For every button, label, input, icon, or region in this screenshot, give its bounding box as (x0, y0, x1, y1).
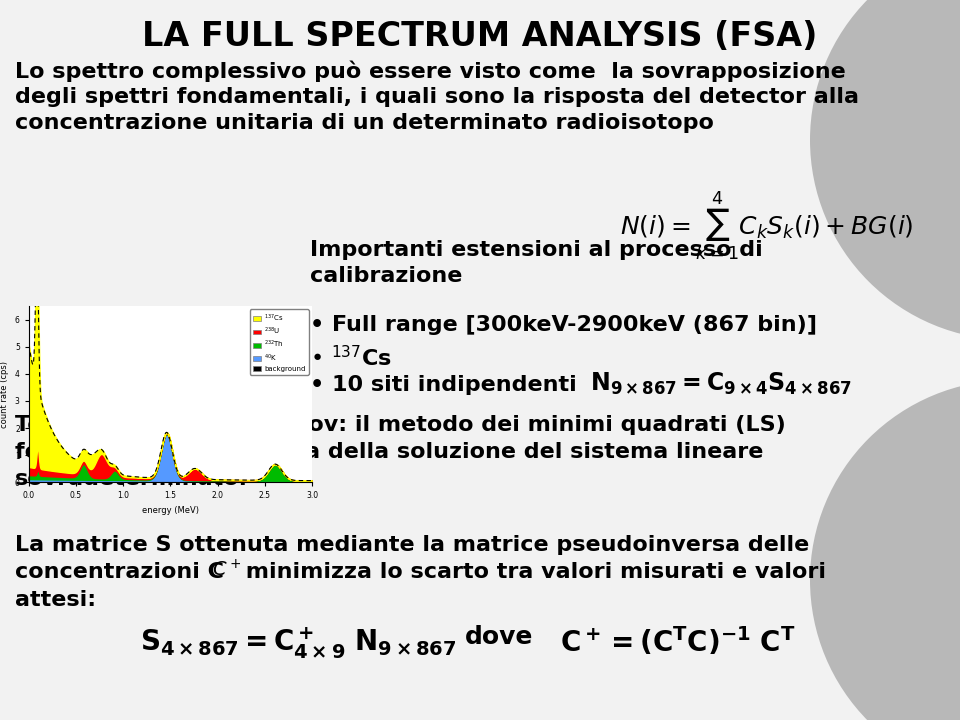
Text: LA FULL SPECTRUM ANALYSIS (FSA): LA FULL SPECTRUM ANALYSIS (FSA) (142, 20, 818, 53)
Text: minimizza lo scarto tra valori misurati e valori: minimizza lo scarto tra valori misurati … (238, 562, 826, 582)
Text: La matrice S ottenuta mediante la matrice pseudoinversa delle: La matrice S ottenuta mediante la matric… (15, 535, 809, 555)
Text: $C^+$: $C^+$ (212, 559, 242, 580)
Text: $\mathbf{N_{9\times867} = C_{9\times4}S_{4\times867}}$: $\mathbf{N_{9\times867} = C_{9\times4}S_… (590, 371, 852, 397)
Text: $\mathbf{S_{4\times867} = C^+_{4\times9}\ N_{9\times867}}$: $\mathbf{S_{4\times867} = C^+_{4\times9}… (140, 625, 456, 661)
Text: $\mathbf{C^+ = (C^TC)^{-1}\ C^T}$: $\mathbf{C^+ = (C^TC)^{-1}\ C^T}$ (560, 625, 796, 658)
Text: attesi:: attesi: (15, 590, 96, 610)
Legend: $^{137}$Cs, $^{238}$U, $^{232}$Th, $^{40}$K, background: $^{137}$Cs, $^{238}$U, $^{232}$Th, $^{40… (250, 310, 308, 374)
Text: • 10 siti indipendenti: • 10 siti indipendenti (310, 375, 577, 395)
Wedge shape (810, 380, 960, 720)
Text: dove: dove (465, 625, 534, 649)
Text: Lo spettro complessivo può essere visto come  la sovrapposizione
degli spettri f: Lo spettro complessivo può essere visto … (15, 60, 859, 132)
Text: • $^{137}$Cs: • $^{137}$Cs (310, 345, 392, 370)
X-axis label: energy (MeV): energy (MeV) (142, 506, 199, 515)
Y-axis label: count rate (cps): count rate (cps) (0, 361, 10, 428)
Text: concentrazioni C: concentrazioni C (15, 562, 224, 582)
Text: • Full range [300keV-2900keV (867 bin)]: • Full range [300keV-2900keV (867 bin)] (310, 315, 817, 335)
Text: $N(i) = \sum_{k=1}^{4} C_k S_k(i) + BG(i)$: $N(i) = \sum_{k=1}^{4} C_k S_k(i) + BG(i… (620, 190, 914, 263)
Text: Importanti estensioni al processo di
calibrazione: Importanti estensioni al processo di cal… (310, 240, 763, 286)
Wedge shape (810, 0, 960, 340)
Text: Teorema di Gauss-Markov: il metodo dei minimi quadrati (LS)
fornisce la miglior : Teorema di Gauss-Markov: il metodo dei m… (15, 415, 785, 490)
